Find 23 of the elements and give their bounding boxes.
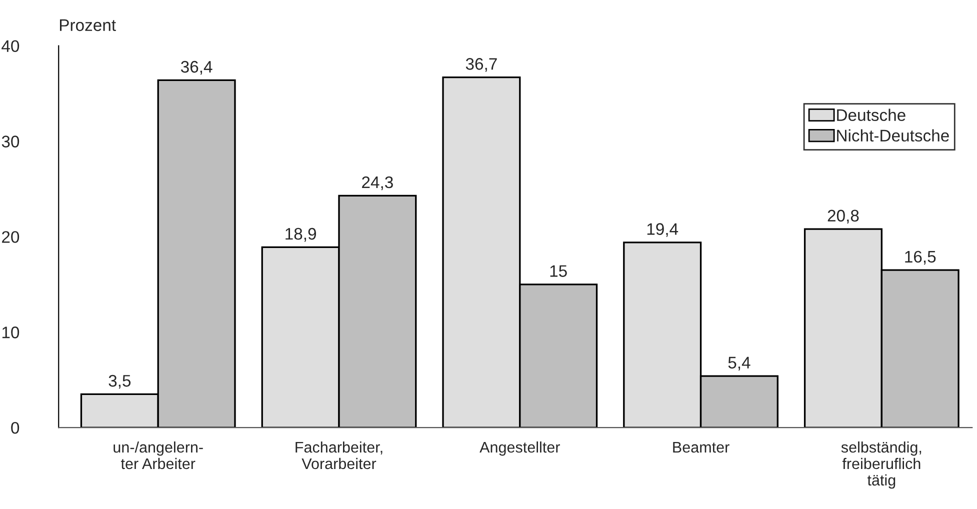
data-label: 36,7 — [466, 58, 497, 72]
x-tick-label: selbständig, freiberuflich tätig — [841, 441, 922, 489]
data-label: 15 — [550, 265, 567, 277]
legend-label: Deutsche — [837, 108, 906, 122]
y-tick-label: 10 — [2, 326, 20, 338]
data-label: 19,4 — [647, 223, 678, 237]
x-tick-label: Beamter — [673, 442, 730, 453]
data-label: 36,4 — [180, 60, 212, 75]
legend-label: Nicht-Deutsche — [837, 129, 949, 142]
x-tick-label: Facharbeiter, Vorarbeiter — [296, 441, 382, 470]
x-tick-label: Angestellter — [480, 441, 560, 456]
data-label: 20,8 — [828, 210, 859, 224]
y-tick-label: 20 — [2, 231, 20, 243]
y-axis-title: Prozent — [60, 19, 116, 32]
data-label: 24,3 — [362, 176, 393, 190]
y-tick-label: 40 — [2, 40, 20, 52]
y-tick-label: 30 — [2, 136, 20, 148]
data-label: 18,9 — [286, 228, 316, 242]
y-tick-label: 0 — [11, 422, 20, 434]
x-tick-label: un-/angelern- ter Arbeiter — [114, 441, 203, 470]
data-label: 16,5 — [905, 250, 936, 265]
data-label: 3,5 — [108, 374, 131, 389]
data-label: 5,4 — [728, 356, 750, 371]
